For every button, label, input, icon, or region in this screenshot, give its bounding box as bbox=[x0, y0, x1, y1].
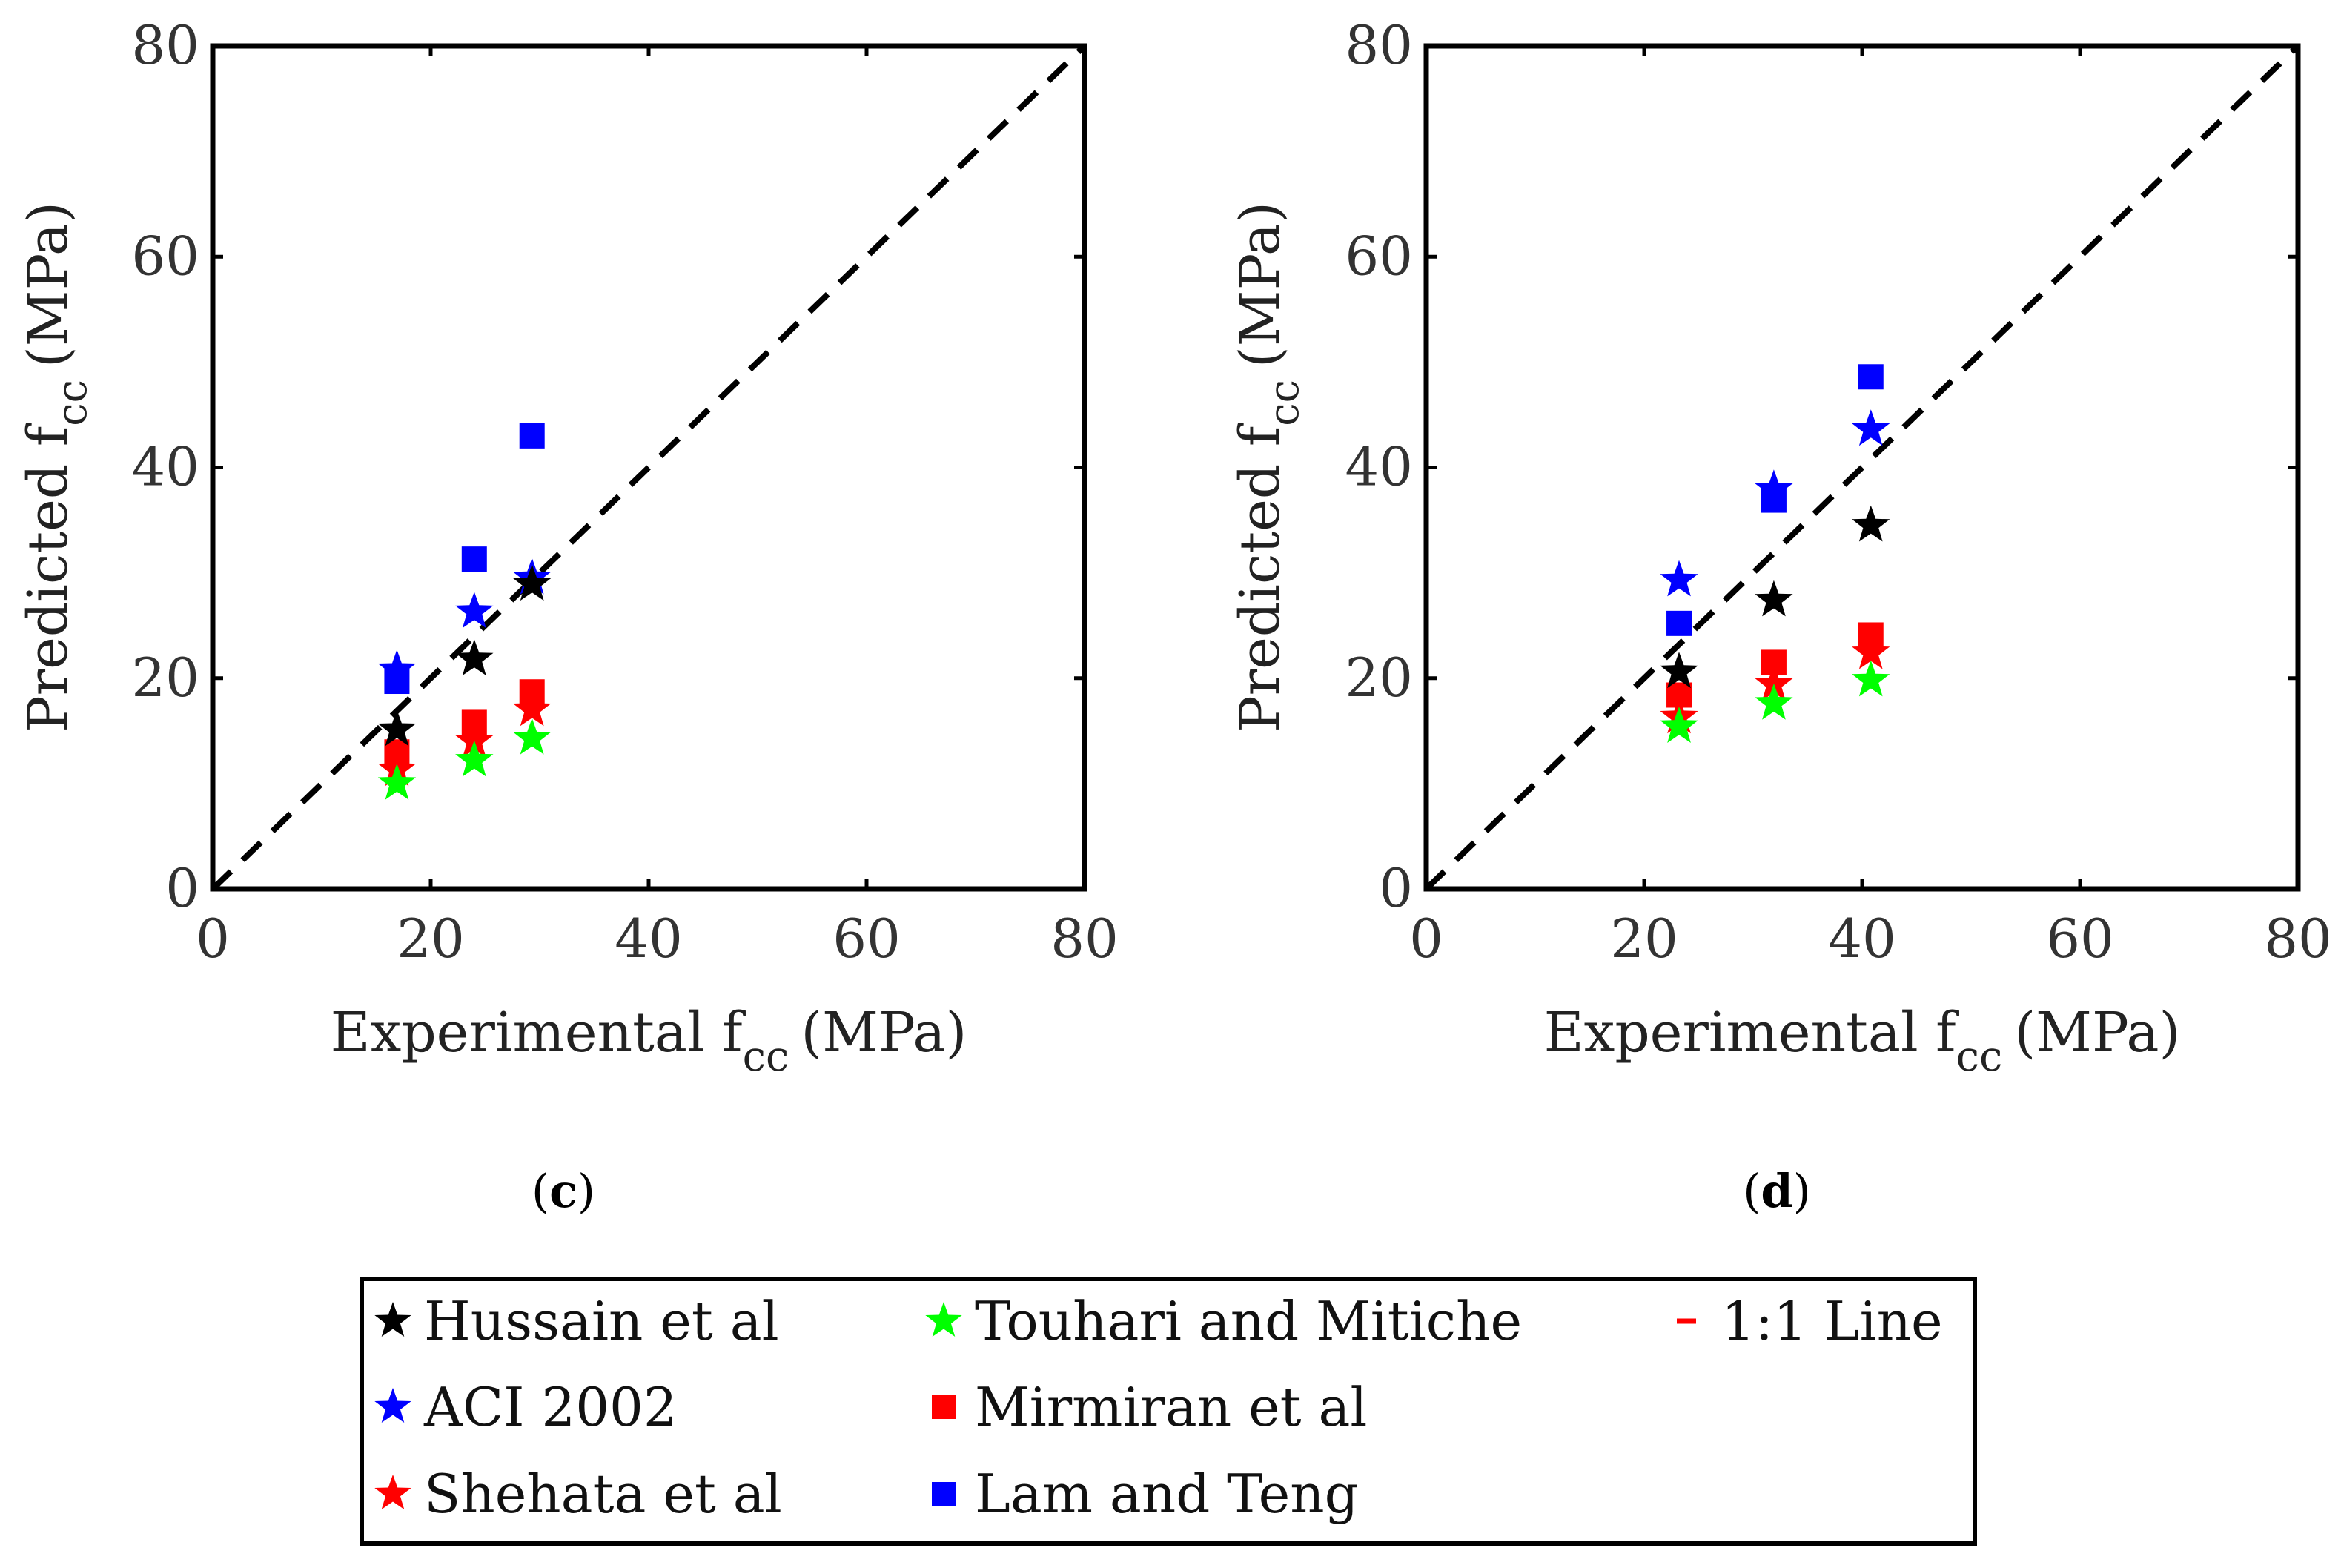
point-touhari-and-mitiche bbox=[377, 763, 417, 800]
legend-label-shehata-et-al: Shehata et al bbox=[424, 1463, 782, 1525]
x-tick-label: 60 bbox=[2046, 907, 2114, 970]
x-tick-label: 20 bbox=[1610, 907, 1678, 970]
point-touhari-and-mitiche bbox=[513, 718, 552, 755]
legend-label-lam-and-teng: Lam and Teng bbox=[975, 1463, 1359, 1525]
x-tick-label: 40 bbox=[615, 907, 683, 970]
y-tick-label: 20 bbox=[1345, 646, 1413, 709]
point-aci-2002 bbox=[1755, 469, 1793, 506]
y-tick-label: 60 bbox=[1345, 225, 1413, 287]
legend-label-1-1-line: 1:1 Line bbox=[1721, 1290, 1943, 1352]
point-touhari-and-mitiche bbox=[455, 740, 494, 777]
x-tick-label: 80 bbox=[1050, 907, 1119, 970]
point-hussain-et-al bbox=[1852, 505, 1890, 542]
legend-label-touhari-and-mitiche: Touhari and Mitiche bbox=[975, 1290, 1522, 1352]
point-shehata-et-al bbox=[513, 689, 552, 727]
point-aci-2002 bbox=[377, 649, 417, 687]
point-lam-and-teng bbox=[461, 546, 487, 572]
point-hussain-et-al bbox=[377, 709, 417, 747]
x-tick-label: 0 bbox=[196, 907, 230, 970]
point-hussain-et-al bbox=[513, 564, 552, 601]
legend-symbol-aci-2002 bbox=[374, 1388, 411, 1423]
legend-symbol-hussain-et-al bbox=[374, 1302, 411, 1337]
legend-box bbox=[360, 1277, 1977, 1546]
y-tick-label: 0 bbox=[1379, 857, 1413, 919]
point-touhari-and-mitiche bbox=[1660, 707, 1698, 743]
legend-label-mirmiran-et-al: Mirmiran et al bbox=[975, 1376, 1367, 1438]
point-aci-2002 bbox=[1660, 560, 1698, 597]
point-shehata-et-al bbox=[1755, 664, 1793, 701]
x-tick-label: 80 bbox=[2264, 907, 2332, 970]
legend-symbol-touhari-and-mitiche bbox=[925, 1302, 962, 1337]
point-aci-2002 bbox=[1852, 409, 1890, 446]
x-axis-label: Experimental fcc (MPa) bbox=[1544, 1001, 2181, 1081]
y-tick-label: 0 bbox=[165, 857, 199, 919]
y-axis-label: Predicted fcc(MPa) bbox=[1228, 202, 1308, 732]
y-tick-label: 40 bbox=[1345, 436, 1413, 498]
legend-symbol-shehata-et-al bbox=[374, 1475, 411, 1509]
x-tick-label: 60 bbox=[832, 907, 901, 970]
panel-caption: (c) bbox=[532, 1164, 595, 1218]
x-axis-label: Experimental fcc (MPa) bbox=[331, 1001, 967, 1081]
y-tick-label: 40 bbox=[131, 436, 199, 498]
legend-symbol-mirmiran-et-al bbox=[932, 1395, 956, 1419]
legend-label-aci-2002: ACI 2002 bbox=[423, 1376, 678, 1438]
reference-line bbox=[211, 44, 1087, 891]
point-aci-2002 bbox=[455, 592, 494, 629]
point-lam-and-teng bbox=[519, 423, 545, 449]
y-tick-label: 60 bbox=[131, 225, 199, 287]
point-hussain-et-al bbox=[1755, 580, 1793, 617]
point-hussain-et-al bbox=[455, 639, 494, 675]
reference-line bbox=[1424, 44, 2300, 891]
y-tick-label: 80 bbox=[1345, 14, 1413, 76]
point-lam-and-teng bbox=[1858, 364, 1884, 390]
point-shehata-et-al bbox=[455, 721, 494, 758]
y-tick-label: 80 bbox=[131, 14, 199, 76]
point-hussain-et-al bbox=[1660, 652, 1698, 689]
legend: Hussain et al ACI 2002 Shehata et al Touhar… bbox=[360, 1277, 1977, 1546]
legend-symbol-lam-and-teng bbox=[932, 1482, 956, 1506]
point-touhari-and-mitiche bbox=[1852, 660, 1890, 697]
panel-c: 0 20 40 60 80 0 20 40 60 80 Experimental fcc (MPa)… bbox=[16, 14, 1119, 1218]
panel-caption: (d) bbox=[1743, 1164, 1811, 1218]
point-lam-and-teng bbox=[1666, 610, 1692, 636]
x-tick-label: 0 bbox=[1409, 907, 1443, 970]
legend-label-hussain-et-al: Hussain et al bbox=[424, 1290, 779, 1352]
point-shehata-et-al bbox=[1852, 632, 1890, 669]
x-tick-label: 20 bbox=[397, 907, 465, 970]
y-axis-label: Predicted fcc(MPa) bbox=[16, 202, 96, 732]
point-touhari-and-mitiche bbox=[1755, 683, 1793, 720]
y-tick-label: 20 bbox=[131, 646, 199, 709]
panel-d: 0 20 40 60 80 0 20 40 60 80 Experimental fcc (MPa)… bbox=[1228, 14, 2332, 1218]
x-tick-label: 40 bbox=[1828, 907, 1896, 970]
